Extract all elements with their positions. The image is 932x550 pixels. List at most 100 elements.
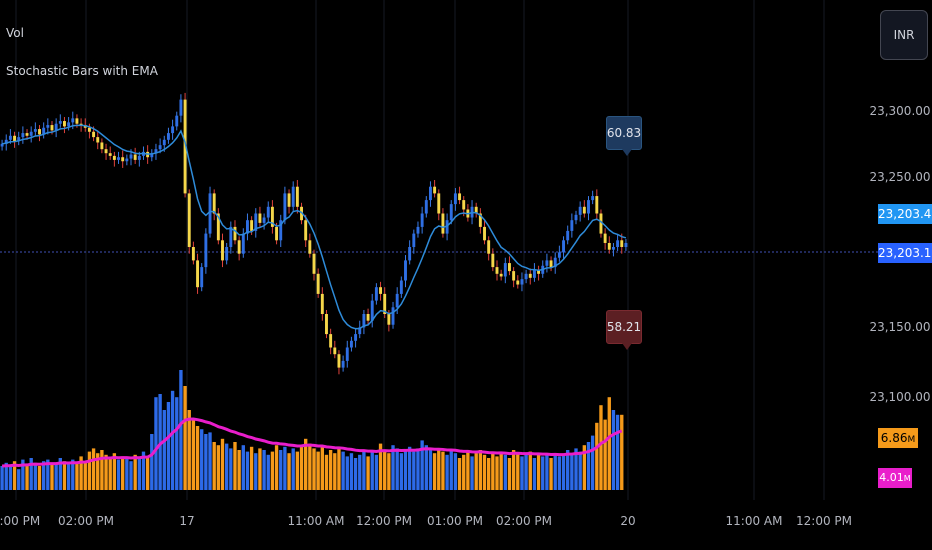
- volume-bar: [403, 450, 408, 490]
- volume-bar: [524, 454, 528, 490]
- volume-bar: [449, 450, 453, 490]
- candle-body: [449, 204, 453, 221]
- volume-bar: [620, 414, 624, 490]
- candle-body: [246, 220, 249, 234]
- candle-body: [266, 206, 270, 218]
- volume-bar: [270, 451, 275, 490]
- volume-bar: [441, 451, 445, 490]
- candle-body: [474, 206, 478, 214]
- volume-bar: [362, 450, 366, 490]
- candle-body: [125, 158, 129, 162]
- volume-bar: [21, 459, 25, 490]
- candle-body: [362, 314, 366, 328]
- candle-body: [171, 126, 175, 134]
- volume-bar: [599, 405, 603, 490]
- volume-bar: [615, 414, 620, 490]
- volume-bar: [224, 443, 229, 490]
- candle-body: [21, 133, 25, 138]
- volume-bar: [58, 458, 62, 490]
- volume-bar: [254, 453, 258, 490]
- candle-body: [46, 125, 50, 128]
- candle-body: [478, 213, 482, 227]
- candle-body: [458, 193, 462, 201]
- volume-bar: [566, 450, 570, 490]
- candle-body: [404, 260, 407, 281]
- candle-body: [225, 247, 229, 261]
- volume-bar: [474, 453, 478, 490]
- volume-bar: [187, 410, 191, 490]
- volume-bar: [262, 450, 266, 490]
- candle-body: [50, 125, 54, 131]
- candle-body: [154, 149, 158, 154]
- volume-bar: [75, 462, 79, 490]
- candle-body: [54, 123, 58, 131]
- volume-bar: [428, 450, 433, 490]
- candle-body: [204, 233, 208, 268]
- volume-bar: [8, 464, 13, 490]
- volume-bar: [462, 454, 466, 490]
- candle-body: [33, 129, 37, 132]
- volume-bar: [370, 451, 374, 490]
- volume-bar: [191, 418, 196, 490]
- crosshair-price-tag: 23,203.10: [878, 243, 932, 263]
- time-label-1pm: 1:00 PM: [0, 514, 41, 528]
- volume-bar: [528, 451, 532, 490]
- candle-body: [433, 186, 437, 194]
- currency-button[interactable]: INR: [880, 10, 928, 60]
- volume-bar: [511, 450, 516, 490]
- volume-bar: [590, 435, 595, 490]
- candle-body: [58, 121, 62, 124]
- candle-body: [532, 269, 536, 278]
- volume-bar: [395, 448, 399, 490]
- volume-bar: [545, 454, 549, 490]
- volume-bar: [274, 445, 279, 490]
- candle-body: [495, 267, 499, 274]
- volume-bar: [424, 445, 428, 490]
- candle-body: [200, 267, 204, 288]
- candle-body: [287, 193, 291, 207]
- candle-body: [553, 257, 557, 268]
- candle-body: [416, 226, 420, 234]
- time-label-11am-b: 11:00 AM: [725, 514, 783, 528]
- candle-body: [616, 240, 620, 247]
- candle-body: [499, 273, 503, 277]
- candle-body: [320, 293, 324, 314]
- candle-body: [399, 280, 403, 294]
- volume-bar: [391, 445, 395, 490]
- candle-body: [595, 196, 599, 214]
- volume-bar: [233, 442, 237, 490]
- legend-indicator[interactable]: Stochastic Bars with EMA: [6, 64, 158, 78]
- candle-body: [42, 127, 46, 135]
- candle-body: [370, 300, 374, 321]
- volume-bar: [162, 410, 166, 490]
- volume-bar: [46, 459, 50, 490]
- legend-vol[interactable]: Vol: [6, 26, 24, 40]
- candle-body: [520, 279, 524, 285]
- time-label-17: 17: [179, 514, 195, 528]
- volume-bar: [607, 397, 611, 490]
- candle-body: [29, 131, 33, 136]
- candle-body: [117, 157, 120, 160]
- volume-bar: [112, 453, 117, 490]
- candle-body: [121, 157, 125, 162]
- volume-bar: [495, 456, 499, 490]
- candle-body: [187, 193, 191, 247]
- volume-bar: [108, 458, 112, 490]
- candle-body: [183, 99, 187, 194]
- volume-bar: [316, 451, 320, 490]
- volume-bar: [145, 456, 150, 490]
- volume-bar: [453, 453, 458, 490]
- candle-body: [379, 287, 382, 294]
- candle-body: [624, 242, 628, 247]
- volume-bar: [312, 448, 316, 490]
- volume-bar: [378, 443, 383, 490]
- volume-bar: [133, 454, 137, 490]
- volume-bar: [407, 446, 412, 490]
- volume-bar: [482, 454, 487, 490]
- volume-bar: [258, 448, 262, 490]
- volume-bar: [603, 419, 607, 490]
- volume-bar: [578, 451, 582, 490]
- volume-bar: [175, 397, 179, 490]
- volume-bar: [96, 453, 100, 490]
